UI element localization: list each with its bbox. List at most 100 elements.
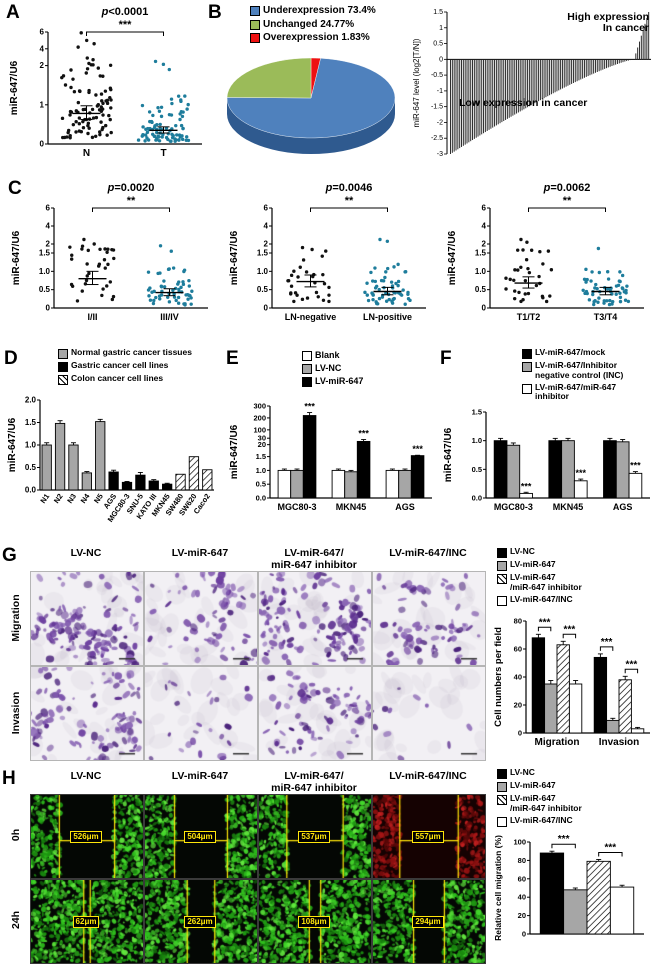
- svg-text:N2: N2: [52, 492, 65, 505]
- legend-item: Blank: [302, 350, 363, 361]
- legend-item: LV-miR-647: [497, 780, 582, 792]
- legend-label: LV-miR-647/miR-647 inhibitor: [535, 381, 617, 402]
- svg-text:p=0.0062: p=0.0062: [543, 182, 591, 194]
- svg-text:60: 60: [514, 645, 522, 654]
- row-label-invasion: Invasion: [10, 691, 22, 735]
- pie-chart: [226, 57, 396, 154]
- svg-text:40: 40: [514, 673, 522, 682]
- wound-width-value: 537μm: [298, 831, 330, 843]
- pie-legend: Underexpression 73.4% Unchanged 24.77% Ove…: [250, 5, 376, 46]
- svg-text:0: 0: [40, 140, 45, 149]
- scatter-plot-n-vs-t: 0 1 2 4 6 miR-647/U6 N Tp<0.0001***: [9, 6, 202, 159]
- svg-text:-1.5: -1.5: [431, 104, 443, 111]
- panel-h: H LV-NC LV-miR-647 LV-miR-647/miR-647 in…: [0, 767, 657, 964]
- svg-text:80: 80: [518, 856, 526, 865]
- svg-text:0.5: 0.5: [257, 285, 269, 294]
- svg-text:***: ***: [521, 481, 532, 491]
- header-line1: LV-miR-647: [171, 770, 229, 782]
- svg-text:T3/T4: T3/T4: [594, 312, 618, 322]
- svg-text:MKN45: MKN45: [553, 502, 584, 512]
- waterfall-chart: 1.5 1 0.5 0 -0.5 -1 -1.5 -2 -2.5 -3 High expressio…: [412, 9, 651, 158]
- svg-text:***: ***: [564, 624, 576, 635]
- column-header-lv-mir647: LV-miR-647: [144, 547, 256, 559]
- wound-width-value: 262μm: [184, 916, 216, 928]
- legend-label: LV-miR-647/Inhibitor negative control (IN…: [535, 360, 624, 380]
- svg-text:0: 0: [439, 56, 443, 63]
- wound-width-value: 557μm: [412, 831, 444, 843]
- column-header-inc: LV-miR-647/INC: [372, 547, 484, 559]
- inhibitor-legend: LV-miR-647/mock LV-miR-647/Inhibitor negat…: [522, 347, 624, 404]
- svg-text:0.5: 0.5: [475, 285, 487, 294]
- column-header-inc: LV-miR-647/INC: [372, 770, 484, 782]
- svg-text:I/II: I/II: [87, 312, 97, 322]
- svg-text:20: 20: [258, 440, 266, 449]
- svg-text:***: ***: [412, 444, 423, 454]
- legend-swatch: [497, 769, 507, 779]
- svg-text:N: N: [83, 148, 90, 159]
- wound-width-value: 504μm: [184, 831, 216, 843]
- svg-text:1.0: 1.0: [257, 267, 269, 276]
- micrograph-migration-lv-mir647: [144, 571, 258, 666]
- svg-text:AGS: AGS: [613, 502, 633, 512]
- legend-swatch: [497, 574, 507, 584]
- row-label-migration: Migration: [10, 594, 22, 642]
- column-header-lv-nc: LV-NC: [30, 770, 142, 782]
- legend-item: Gastric cancer cell lines: [58, 360, 192, 372]
- svg-text:20: 20: [514, 701, 522, 710]
- svg-text:1.5: 1.5: [257, 249, 269, 258]
- svg-text:***: ***: [575, 468, 586, 478]
- header-line1: LV-miR-647: [171, 547, 229, 559]
- legend-swatch: [522, 362, 532, 372]
- panel-a-label: A: [6, 2, 20, 23]
- panel-f: F LV-miR-647/mock LV-miR-647/Inhibitor neg…: [440, 347, 657, 545]
- svg-text:20: 20: [518, 911, 526, 920]
- svg-text:2.0: 2.0: [25, 396, 37, 405]
- svg-text:0: 0: [522, 930, 526, 939]
- micrograph-invasion-inhibitor: [258, 666, 372, 761]
- svg-text:In cancer: In cancer: [603, 22, 649, 34]
- column-header-inhibitor: LV-miR-647/miR-647 inhibitor: [258, 547, 370, 571]
- svg-text:1.0: 1.0: [25, 441, 37, 450]
- svg-text:1.5: 1.5: [475, 249, 487, 258]
- micrograph-migration-lv-nc: [30, 571, 144, 666]
- svg-text:***: ***: [630, 461, 641, 471]
- header-line1: LV-miR-647/: [284, 547, 344, 559]
- svg-text:-3: -3: [437, 151, 443, 158]
- wound-width-value: 526μm: [70, 831, 102, 843]
- legend-item: LV-miR-647: [497, 559, 582, 571]
- svg-text:p=0.0020: p=0.0020: [107, 182, 155, 194]
- svg-text:-1: -1: [437, 88, 443, 95]
- svg-text:0: 0: [482, 304, 487, 313]
- svg-text:***: ***: [539, 617, 551, 628]
- panel-g: G LV-NC LV-miR-647 LV-miR-647/miR-647 in…: [0, 545, 657, 768]
- svg-text:2: 2: [46, 240, 51, 249]
- svg-text:p=0.0046: p=0.0046: [325, 182, 373, 194]
- legend-swatch: [497, 595, 507, 606]
- svg-text:**: **: [127, 195, 136, 207]
- svg-text:100: 100: [253, 425, 266, 434]
- header-line2: miR-647 inhibitor: [271, 559, 357, 572]
- panel-c1: C 0 0.5 1.0 1.5 2 4 6 miR-647/U6 I/II III/IV p=0.0…: [8, 178, 218, 345]
- legend-label: LV-miR-647/INC: [510, 814, 573, 825]
- wound-width-value: 294μm: [412, 916, 444, 928]
- svg-text:1.0: 1.0: [472, 436, 482, 445]
- svg-text:1: 1: [439, 25, 443, 32]
- svg-text:0.5: 0.5: [472, 465, 482, 474]
- svg-text:Relative cell migration (%): Relative cell migration (%): [493, 835, 503, 941]
- legend-swatch: [250, 33, 260, 43]
- legend-item: LV-miR-647/INC: [497, 594, 582, 606]
- wound-chart-legend: LV-NC LV-miR-647 LV-miR-647/miR-647 inhibi…: [497, 767, 582, 829]
- row-label-24h: 24h: [10, 910, 22, 930]
- svg-text:2: 2: [40, 61, 45, 70]
- bar-chart-migration-invasion: 0 20 40 60 80 Cell numbers per field *** *** ***…: [493, 617, 650, 748]
- row-label-0h: 0h: [10, 828, 22, 842]
- svg-text:***: ***: [605, 842, 617, 853]
- svg-text:miR-647/U6: miR-647/U6: [443, 427, 454, 482]
- micrograph-invasion-inc: [372, 666, 486, 761]
- overexpression-legend: Blank LV-NC LV-miR-647: [302, 350, 363, 389]
- svg-text:Invasion: Invasion: [599, 737, 640, 748]
- wound-width-label: 262μm: [144, 911, 256, 929]
- svg-text:80: 80: [514, 617, 522, 626]
